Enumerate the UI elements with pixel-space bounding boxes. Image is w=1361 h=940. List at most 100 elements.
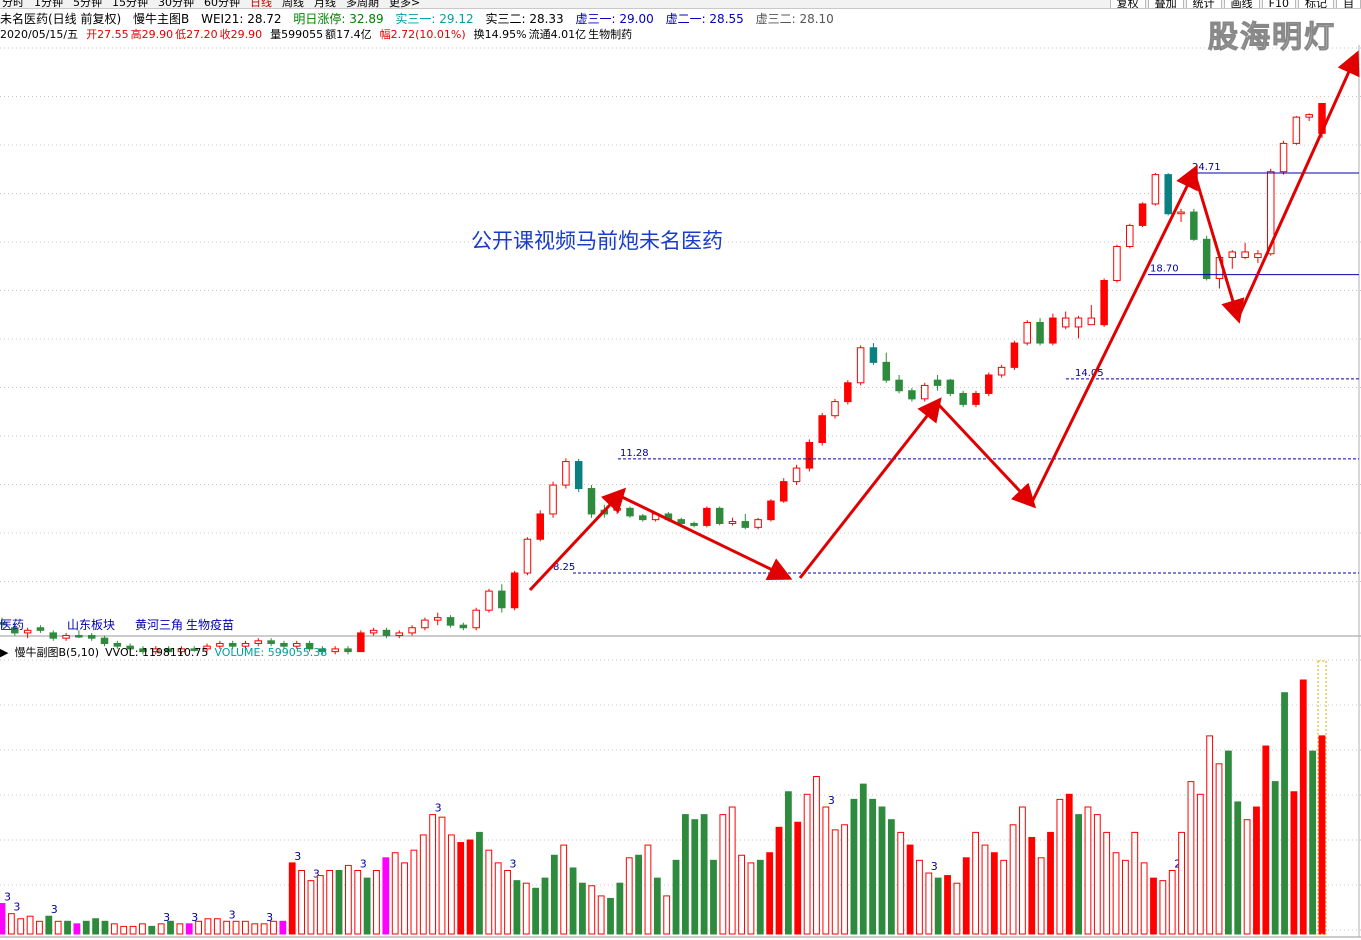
volume-bar	[391, 852, 399, 935]
volume-marker: 3	[360, 858, 367, 871]
volume-bar	[251, 923, 259, 935]
period-tab[interactable]: 60分钟	[204, 0, 240, 9]
sub-chart-name[interactable]: 慢牛副图B(5,10)	[14, 646, 100, 659]
volume-marker: 3	[191, 911, 198, 924]
volume-bar	[279, 920, 287, 935]
volume-bar	[54, 920, 62, 935]
candle-body	[792, 467, 801, 483]
volume-bar	[466, 839, 474, 935]
expand-icon[interactable]: ▶	[0, 646, 9, 659]
period-tab[interactable]: 5分钟	[73, 0, 102, 9]
candle-body	[895, 379, 903, 392]
volume-bar	[213, 918, 221, 935]
candle-body	[1305, 114, 1313, 118]
tool-tab[interactable]: 画线	[1223, 0, 1260, 8]
volume-bar	[822, 806, 830, 935]
candle-body	[728, 521, 737, 524]
volume-bar	[1056, 798, 1064, 935]
volume-bar	[1290, 791, 1298, 935]
candle-body	[587, 488, 596, 515]
volume-bar	[869, 798, 877, 935]
volume-bar	[1215, 763, 1223, 935]
period-tab[interactable]: 日线	[250, 0, 272, 9]
candle-body	[459, 624, 468, 629]
quote-high: 高29.90	[130, 28, 174, 41]
volume-bar	[887, 819, 895, 935]
period-tab[interactable]: 15分钟	[112, 0, 148, 9]
period-tab[interactable]: 分时	[2, 0, 24, 9]
period-tab[interactable]: 30分钟	[158, 0, 194, 9]
volume-bar	[185, 923, 193, 935]
candle-body	[562, 461, 570, 486]
candle-body	[1266, 171, 1275, 255]
volume-bar	[1281, 692, 1288, 935]
period-tab[interactable]: 月线	[314, 0, 336, 9]
candle-body	[549, 484, 557, 515]
vvol-value: VVOL: 1198110.75	[105, 646, 209, 659]
concept-tag[interactable]: 山东板块	[67, 618, 116, 632]
period-tab[interactable]: 周线	[282, 0, 304, 9]
candle-body	[485, 590, 493, 611]
candle-body	[831, 401, 839, 417]
volume-bar	[326, 870, 334, 935]
volume-bar	[532, 887, 540, 935]
volume-marker: 3	[266, 911, 273, 924]
candle-body	[1177, 211, 1185, 215]
candle-body	[1074, 317, 1083, 328]
tool-tab[interactable]: 复权	[1109, 0, 1146, 8]
main-chart-name[interactable]: 慢牛主图B	[133, 12, 190, 26]
volume-bar	[419, 834, 427, 935]
concept-tag[interactable]: 黄河三角	[135, 618, 184, 632]
candle-body	[882, 361, 891, 381]
volume-bar	[242, 920, 249, 935]
tool-tab[interactable]: F10	[1261, 0, 1296, 8]
period-tab[interactable]: 多周期	[346, 0, 379, 9]
volume-bar	[1196, 793, 1204, 935]
volume-bar	[307, 880, 315, 935]
trend-arrow	[1030, 164, 1198, 503]
candle-body	[293, 642, 301, 647]
concept-tag[interactable]: 生物疫苗	[186, 618, 235, 632]
candle-body	[203, 645, 211, 650]
volume-bar	[775, 826, 783, 935]
volume-bar	[45, 915, 53, 935]
candle-body	[1164, 174, 1172, 215]
candle-body	[331, 648, 339, 653]
candle-body	[703, 507, 711, 526]
stock-title: 未名医药(日线 前复权)	[0, 12, 122, 26]
period-tab[interactable]: 1分钟	[34, 0, 63, 9]
volume-bar	[26, 915, 34, 935]
volume-bar	[747, 862, 755, 935]
candle-body	[344, 648, 352, 653]
trend-arrow	[621, 495, 793, 580]
candle-body	[241, 642, 250, 647]
volume-bar	[36, 920, 43, 935]
volume-bar	[579, 882, 586, 935]
xu32-value: 虚三二: 28.10	[755, 12, 834, 26]
candle-body	[536, 513, 545, 540]
tool-tab[interactable]: 标记	[1298, 0, 1334, 8]
volume-bar	[73, 923, 81, 935]
volume-bar	[738, 854, 745, 935]
concept-tag[interactable]: 医药	[0, 618, 25, 632]
volume-marker: 3	[4, 891, 11, 904]
volume-bar	[1234, 801, 1242, 935]
volume-bar	[803, 793, 811, 935]
candle-body	[433, 617, 442, 621]
volume-bar	[1093, 814, 1101, 935]
volume-bar	[288, 862, 296, 935]
candle-body	[254, 640, 263, 644]
volume-bar	[344, 864, 352, 935]
tool-tab[interactable]: 叠加	[1147, 0, 1184, 8]
quote-date: 2020/05/15/五	[0, 28, 79, 41]
volume-bar	[64, 920, 71, 935]
candle-body	[1202, 238, 1211, 280]
tool-tab[interactable]: 统计	[1185, 0, 1222, 8]
volume-bar	[682, 814, 689, 935]
quote-change: 幅2.72(10.01%)	[379, 28, 466, 41]
volume-bar	[0, 903, 6, 935]
volume-bar	[363, 877, 371, 935]
period-tab[interactable]: 更多>	[389, 0, 421, 9]
volume-bar	[382, 857, 390, 935]
